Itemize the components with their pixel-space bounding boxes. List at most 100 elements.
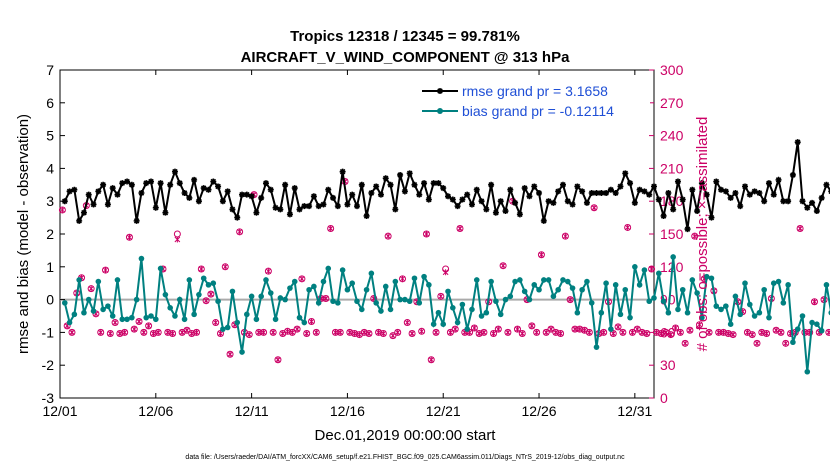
rmse-point	[516, 211, 523, 218]
bias-point	[689, 277, 696, 283]
obs-assimilated-marker	[140, 329, 147, 336]
bias-point	[378, 308, 384, 314]
bias-point	[105, 303, 111, 309]
rmse-point	[751, 188, 758, 195]
obs-assimilated-marker	[586, 329, 593, 336]
bias-point	[244, 311, 250, 318]
bias-point	[636, 282, 643, 288]
rmse-point	[152, 204, 159, 211]
rmse-point	[507, 186, 514, 193]
rmse-point	[258, 194, 265, 201]
rmse-point	[119, 180, 126, 187]
rmse-point	[210, 178, 217, 185]
obs-assimilated-marker	[744, 329, 751, 336]
y-axis-label: rmse and bias (model - observation)	[15, 114, 32, 354]
obs-assimilated-marker	[399, 275, 406, 282]
rmse-point	[368, 190, 375, 196]
obs-assimilated-marker	[691, 233, 698, 240]
rmse-point	[430, 180, 437, 187]
rmse-point	[473, 186, 480, 193]
obs-assimilated-marker	[184, 327, 190, 334]
rmse-point	[71, 186, 78, 193]
bias-point	[761, 286, 767, 293]
obs-assimilated-marker	[337, 329, 344, 336]
bias-point	[627, 314, 633, 321]
rmse-point	[655, 196, 662, 203]
bias-point	[507, 293, 514, 300]
obs-assimilated-marker	[763, 330, 770, 337]
obs-assimilated-marker	[471, 325, 478, 332]
bias-point	[354, 298, 360, 305]
bias-point	[301, 319, 308, 326]
bias-point	[311, 283, 317, 290]
rmse-point	[397, 171, 404, 178]
plot-frame	[59, 69, 655, 399]
rmse-point	[679, 196, 686, 203]
rmse-point	[90, 201, 97, 208]
obs-assimilated-marker	[145, 322, 152, 329]
rmse-point	[411, 181, 418, 188]
rmse-point	[286, 211, 293, 218]
rmse-point	[373, 183, 380, 190]
obs-assimilated-marker	[155, 329, 162, 336]
y-tick-label: 7	[46, 62, 54, 78]
bias-point	[684, 309, 691, 316]
obs-assimilated-marker	[576, 326, 583, 333]
bias-point	[191, 311, 197, 318]
bias-point	[176, 296, 183, 303]
legend-label: rmse grand pr = 3.1658	[462, 83, 608, 99]
obs-assimilated-marker	[299, 275, 305, 282]
bias-point	[612, 282, 619, 288]
rmse-point	[492, 209, 499, 216]
obs-assimilated-marker	[169, 330, 176, 337]
obs-assimilated-marker	[706, 329, 712, 336]
bias-point	[502, 296, 509, 303]
rmse-point	[354, 203, 360, 210]
bias-point	[363, 286, 370, 293]
bias-point	[153, 316, 159, 323]
bias-point	[469, 306, 475, 313]
rmse-point	[708, 214, 715, 221]
bias-point	[220, 326, 226, 332]
bias-point	[655, 270, 662, 277]
bias-point	[435, 309, 442, 316]
rmse-point	[176, 180, 183, 187]
bias-point	[703, 273, 710, 280]
rmse-point	[435, 180, 442, 187]
chart-subtitle: AIRCRAFT_V_WIND_COMPONENT @ 313 hPa	[241, 49, 571, 66]
rmse-point	[593, 190, 600, 196]
rmse-point	[670, 206, 677, 213]
bias-point	[186, 277, 193, 283]
obs-assimilated-marker	[495, 326, 502, 333]
rmse-point	[95, 188, 102, 195]
bias-point	[756, 309, 763, 316]
rmse-point	[674, 178, 681, 185]
obs-assimilated-marker	[366, 330, 372, 337]
rmse-point	[689, 186, 696, 193]
rmse-point	[569, 201, 576, 208]
bias-point	[148, 313, 154, 319]
obs-assimilated-marker	[639, 329, 645, 336]
bias-point	[339, 267, 346, 273]
x-tick-label: 12/31	[617, 403, 652, 419]
rmse-point	[416, 191, 423, 198]
obs-assimilated-marker	[610, 330, 617, 337]
x-tick-label: 12/16	[330, 403, 365, 419]
bias-point	[61, 300, 68, 306]
rmse-point	[243, 191, 250, 198]
rmse-point	[785, 198, 792, 205]
obs-assimilated-marker	[289, 329, 296, 336]
bias-point	[651, 295, 657, 301]
rmse-point	[100, 181, 107, 188]
bias-point	[617, 311, 624, 318]
bias-point	[81, 309, 87, 316]
rmse-point	[315, 203, 322, 210]
rmse-point	[713, 178, 720, 185]
rmse-point	[804, 204, 811, 211]
bias-point	[483, 309, 490, 316]
bias-point	[531, 282, 538, 288]
obs-assimilated-marker	[409, 330, 415, 337]
x-tick-label: 12/21	[426, 403, 461, 419]
obs-assimilated-marker	[634, 326, 641, 333]
bias-point	[85, 296, 92, 303]
